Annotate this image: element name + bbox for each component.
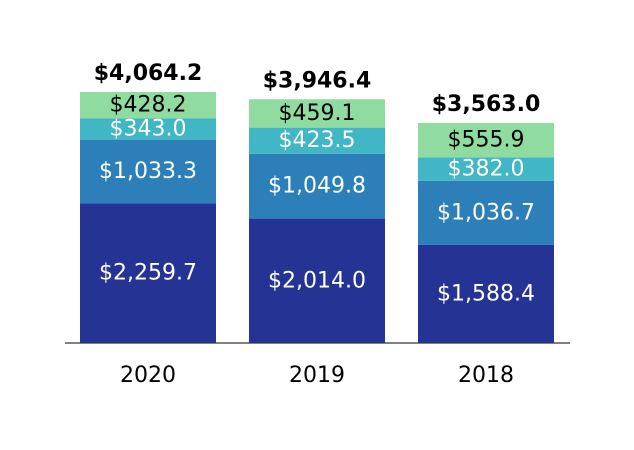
segment-label-2019-3: $423.5 bbox=[279, 128, 356, 153]
segment-label-2020-3: $343.0 bbox=[110, 117, 187, 142]
total-label-2019: $3,946.4 bbox=[263, 68, 372, 93]
segment-label-2020-1: $2,259.7 bbox=[99, 261, 197, 286]
segment-label-2018-3: $382.0 bbox=[448, 157, 525, 182]
bar-segment-2018-2 bbox=[418, 180, 554, 245]
segment-label-2019-1: $2,014.0 bbox=[268, 268, 366, 293]
bar-segment-2018-4 bbox=[418, 122, 554, 158]
bars-group bbox=[80, 92, 554, 343]
bar-segment-2020-3 bbox=[80, 118, 216, 140]
segment-label-2018-4: $555.9 bbox=[448, 128, 525, 153]
bar-segment-2019-2 bbox=[249, 153, 385, 219]
bar-segment-2020-2 bbox=[80, 139, 216, 204]
segment-label-2020-2: $1,033.3 bbox=[99, 159, 197, 184]
total-label-2018: $3,563.0 bbox=[432, 92, 541, 117]
x-tick-labels-group: 2020 2019 2018 bbox=[120, 363, 514, 388]
bar-segment-2018-1 bbox=[418, 244, 554, 343]
bar-segment-2020-1 bbox=[80, 203, 216, 343]
bar-segment-2020-4 bbox=[80, 92, 216, 119]
bar-segment-2018-3 bbox=[418, 157, 554, 181]
x-tick-label-2018: 2018 bbox=[458, 363, 514, 388]
segment-label-2019-2: $1,049.8 bbox=[268, 174, 366, 199]
segment-label-2019-4: $459.1 bbox=[279, 101, 356, 126]
bar-segment-2019-4 bbox=[249, 99, 385, 128]
segment-label-2018-2: $1,036.7 bbox=[437, 200, 535, 225]
segment-label-2018-1: $1,588.4 bbox=[437, 281, 535, 306]
total-labels-group: $4,064.2 $3,946.4 $3,563.0 bbox=[94, 61, 541, 117]
segment-label-2020-4: $428.2 bbox=[110, 93, 187, 118]
bar-segment-2019-3 bbox=[249, 127, 385, 154]
x-tick-label-2020: 2020 bbox=[120, 363, 176, 388]
segment-labels-group: $2,259.7 $1,033.3 $343.0$428.2 $2,014.0 $1,0… bbox=[99, 93, 535, 307]
x-tick-label-2019: 2019 bbox=[289, 363, 345, 388]
total-label-2020: $4,064.2 bbox=[94, 61, 203, 86]
bar-segment-2019-1 bbox=[249, 218, 385, 343]
